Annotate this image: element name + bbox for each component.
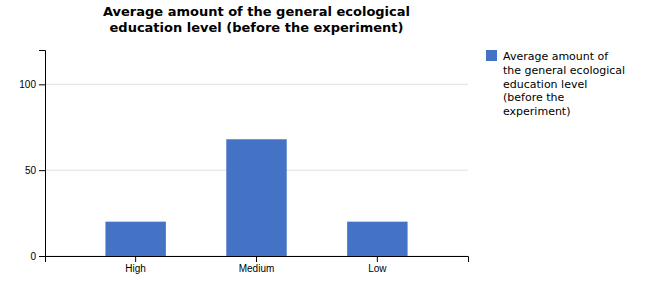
legend-label-line: education level [503, 78, 587, 91]
legend-item: Average amount ofthe general ecologicale… [486, 50, 625, 118]
legend-label-line: the general ecological [503, 64, 625, 77]
legend-swatch [486, 50, 497, 61]
x-tick-label: Medium [239, 263, 275, 274]
bar [226, 139, 286, 256]
bar [347, 222, 407, 256]
x-tick-mark [135, 256, 136, 262]
title-line: Average amount of the general ecological [103, 4, 410, 19]
y-tick: 0 [30, 251, 45, 262]
y-tick-mark [39, 256, 45, 257]
y-tick-mark [39, 84, 45, 85]
legend-label-line: (before the [503, 91, 564, 104]
x-tick: High [125, 256, 146, 274]
y-axis-line [39, 51, 46, 257]
grid [45, 84, 468, 256]
x-tick: Low [368, 256, 387, 274]
x-axis-line [46, 257, 469, 263]
y-tick-mark [39, 170, 45, 171]
grid-line [45, 84, 468, 85]
x-tick-label: High [125, 263, 146, 274]
title-line: education level (before the experiment) [110, 20, 404, 35]
y-tick-label: 100 [19, 79, 36, 90]
legend-label-line: experiment) [503, 105, 570, 118]
x-tick: Medium [239, 256, 275, 274]
legend: Average amount ofthe general ecologicale… [486, 50, 625, 118]
y-tick-label: 0 [30, 251, 36, 262]
x-axis: High Medium Low [46, 256, 469, 274]
y-tick-label: 50 [25, 165, 37, 176]
x-tick-mark [256, 256, 257, 262]
y-tick: 50 [25, 165, 45, 176]
y-axis: 0 50 100 [19, 51, 45, 262]
plot: 0 50 100 High Medium Low [19, 51, 468, 275]
bars [105, 139, 407, 256]
bar [105, 222, 165, 256]
chart: 0 50 100 High Medium Low Average amount of the… [0, 0, 648, 284]
x-tick-label: Low [368, 263, 387, 274]
x-tick-mark [377, 256, 378, 262]
legend-label-line: Average amount of [503, 50, 609, 63]
legend-label: Average amount ofthe general ecologicale… [503, 50, 625, 118]
title: Average amount of the general ecological… [103, 4, 410, 35]
y-tick: 100 [19, 79, 45, 90]
